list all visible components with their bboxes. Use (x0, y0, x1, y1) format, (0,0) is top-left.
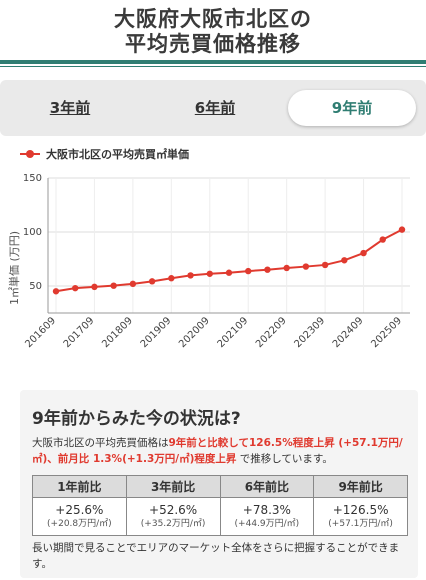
title-divider (0, 60, 426, 64)
comparison-table: 1年前比 3年前比 6年前比 9年前比 +25.6% (+20.8万円/㎡) +5… (32, 475, 408, 536)
legend-label: 大阪市北区の平均売買㎡単価 (46, 148, 189, 161)
desc-suffix: で推移しています。 (239, 453, 333, 465)
summary-heading: 9年前からみた今の状況は? (32, 409, 241, 429)
data-point (341, 257, 348, 264)
data-point (206, 270, 213, 277)
table-cell: +52.6% (+35.2万円/㎡) (125, 497, 221, 536)
y-tick-label: 100 (23, 227, 42, 238)
data-point (379, 236, 386, 243)
table-header: 6年前比 (219, 475, 315, 498)
series-line (55, 228, 403, 293)
page-title-line1: 大阪府大阪市北区の (114, 7, 312, 31)
x-tick-label: 202109 (216, 315, 251, 350)
summary-panel: 9年前からみた今の状況は? 大阪市北区の平均売買価格は9年前と比較して126.5… (20, 390, 418, 578)
data-point (91, 283, 98, 291)
data-point (129, 280, 137, 288)
data-point (110, 282, 117, 289)
summary-note: 長い期間で見ることでエリアのマーケット全体をさらに把握することができます。 (32, 542, 400, 570)
tab-3-years[interactable]: 3年前 (49, 99, 91, 117)
cell-amount: (+44.9万円/㎡) (234, 519, 300, 529)
y-tick-label: 50 (29, 281, 42, 292)
desc-prefix: 大阪市北区の平均売買価格は (32, 437, 169, 449)
x-tick-label: 202409 (331, 315, 366, 350)
table-header: 1年前比 (32, 475, 127, 498)
x-tick-label: 201909 (139, 315, 174, 350)
data-point (168, 275, 175, 282)
price-chart: 大阪市北区の平均売買㎡単価 1㎡単価 (万円) 50 100 150 201609 20… (0, 140, 426, 385)
x-tick-label: 202209 (254, 315, 289, 350)
table-header: 3年前比 (125, 475, 221, 498)
data-point (52, 288, 60, 295)
data-point (148, 278, 156, 285)
data-point (283, 264, 290, 272)
desc-highlight: 9年前と比較して126.5%程度上昇 (+57.1万円/㎡)、前月比 1.3%(… (32, 437, 403, 465)
period-tabs: 3年前 6年前 9年前 (0, 80, 426, 136)
chart-legend[interactable]: 大阪市北区の平均売買㎡単価 (20, 146, 189, 162)
tab-9-years[interactable]: 9年前 (288, 90, 416, 126)
y-tick-label: 150 (23, 173, 42, 184)
data-point (72, 284, 79, 292)
table-cell: +78.3% (+44.9万円/㎡) (219, 497, 315, 536)
page-title: 大阪府大阪市北区の 平均売買価格推移 (0, 0, 426, 68)
data-point (360, 249, 367, 257)
cell-percent: +25.6% (55, 503, 104, 517)
data-point (187, 272, 194, 279)
x-tick-label: 201809 (100, 315, 135, 350)
data-point (321, 261, 329, 269)
x-tick-label: 202309 (292, 315, 327, 350)
x-tick-label: 201709 (62, 315, 97, 350)
table-header: 9年前比 (313, 475, 408, 498)
page-title-line2: 平均売買価格推移 (125, 32, 301, 56)
data-point (264, 266, 271, 273)
legend-marker-icon (20, 149, 40, 159)
table-cell: +126.5% (+57.1万円/㎡) (313, 497, 408, 536)
x-tick-label: 201609 (23, 315, 58, 350)
summary-description: 大阪市北区の平均売買価格は9年前と比較して126.5%程度上昇 (+57.1万円… (32, 435, 410, 467)
data-point (302, 263, 310, 270)
cell-percent: +52.6% (149, 503, 198, 517)
cell-amount: (+57.1万円/㎡) (328, 519, 393, 529)
cell-amount: (+20.8万円/㎡) (47, 519, 112, 529)
table-cell: +25.6% (+20.8万円/㎡) (32, 497, 127, 536)
tab-6-years[interactable]: 6年前 (194, 99, 236, 117)
cell-amount: (+35.2万円/㎡) (140, 519, 206, 529)
title-divider-thin (0, 66, 426, 67)
data-point (225, 269, 233, 276)
data-point (398, 226, 406, 233)
cell-percent: +126.5% (332, 503, 389, 517)
x-tick-label: 202009 (177, 315, 212, 350)
x-tick-label: 202509 (369, 315, 404, 350)
cell-percent: +78.3% (242, 503, 291, 517)
data-point (245, 267, 252, 275)
